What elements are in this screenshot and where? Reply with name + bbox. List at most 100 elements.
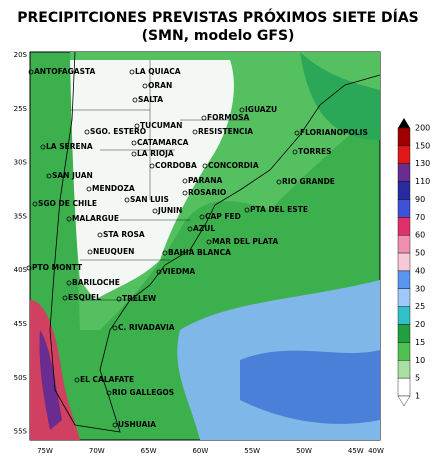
city-marker bbox=[131, 151, 137, 157]
map-area bbox=[29, 51, 381, 441]
city-label: TUCUMAN bbox=[140, 121, 182, 130]
city-marker bbox=[74, 377, 80, 383]
colorbar-box bbox=[397, 163, 411, 182]
colorbar-box bbox=[397, 181, 411, 200]
city-label: ORAN bbox=[148, 81, 172, 90]
colorbar-label: 15 bbox=[415, 338, 425, 347]
rain-ocean-heavy bbox=[240, 350, 380, 424]
city-marker bbox=[156, 269, 162, 275]
city-marker bbox=[149, 163, 155, 169]
city-marker bbox=[28, 69, 34, 75]
city-label: PTA DEL ESTE bbox=[250, 205, 308, 214]
city-label: VIEDMA bbox=[162, 267, 195, 276]
colorbar-box bbox=[397, 306, 411, 325]
city-marker bbox=[292, 149, 298, 155]
lon-label: 60W bbox=[192, 447, 208, 455]
colorbar-box bbox=[397, 288, 411, 307]
colorbar-box bbox=[397, 217, 411, 236]
colorbar-box bbox=[397, 360, 411, 379]
colorbar-label: 70 bbox=[415, 213, 425, 222]
colorbar-label: 25 bbox=[415, 302, 425, 311]
city-label: CONCORDIA bbox=[208, 161, 259, 170]
city-label: JUNIN bbox=[157, 206, 182, 215]
city-marker bbox=[46, 173, 52, 179]
city-marker bbox=[32, 201, 38, 207]
city-label: SGO. ESTERO bbox=[90, 127, 146, 136]
city-marker bbox=[84, 129, 90, 135]
axes: 20S 25S 30S 35S 40S 45S 50S 55S 75W 70W 65W 60W 55W 5… bbox=[14, 51, 384, 455]
city-label: ROSARIO bbox=[188, 188, 226, 197]
city-marker bbox=[182, 190, 188, 196]
city-label: LA SERENA bbox=[46, 142, 93, 151]
title: PRECIPITCIONES PREVISTAS PRÓXIMOS SIETE … bbox=[17, 8, 419, 26]
city-label: CATAMARCA bbox=[137, 138, 189, 147]
lat-label: 55S bbox=[14, 428, 28, 436]
city-marker bbox=[26, 265, 32, 271]
colorbar-box bbox=[397, 145, 411, 164]
colorbar-label: 130 bbox=[415, 159, 430, 168]
colorbar-label: 50 bbox=[415, 249, 425, 258]
colorbar-label: 110 bbox=[415, 177, 430, 186]
city-label: MALARGUE bbox=[72, 214, 119, 223]
city-marker bbox=[112, 325, 118, 331]
city-label: SAN JUAN bbox=[52, 171, 93, 180]
city-label: C. RIVADAVIA bbox=[118, 323, 175, 332]
city-marker bbox=[192, 129, 198, 135]
city-label: RIO GRANDE bbox=[282, 177, 335, 186]
lon-label: 70W bbox=[89, 447, 105, 455]
city-marker bbox=[201, 115, 207, 121]
colorbar: 200 150 130 110 90 70 60 50 40 30 25 20 15 10 5 1 bbox=[397, 118, 430, 407]
city-label: BARILOCHE bbox=[72, 278, 120, 287]
city-label: ANTOFAGASTA bbox=[34, 67, 96, 76]
city-label: NEUQUEN bbox=[93, 247, 134, 256]
city-label: SGO DE CHILE bbox=[38, 199, 97, 208]
city-label: CAP FED bbox=[205, 212, 241, 221]
city-marker bbox=[206, 239, 212, 245]
city-label: TORRES bbox=[298, 147, 332, 156]
colorbar-label: 60 bbox=[415, 231, 425, 240]
city-label: RIO GALLEGOS bbox=[112, 388, 174, 397]
lat-label: 25S bbox=[14, 105, 28, 113]
colorbar-label: 40 bbox=[415, 266, 425, 275]
city-label: BAHIA BLANCA bbox=[168, 248, 231, 257]
city-marker bbox=[187, 226, 193, 232]
city-marker bbox=[112, 422, 118, 428]
colorbar-cap bbox=[397, 395, 411, 407]
city-marker bbox=[244, 207, 250, 213]
city-marker bbox=[129, 69, 135, 75]
rain-brazil bbox=[300, 52, 380, 140]
lon-label: 45W bbox=[348, 447, 364, 455]
lat-label: 35S bbox=[14, 212, 28, 220]
lon-label: 50W bbox=[296, 447, 312, 455]
city-marker bbox=[124, 197, 130, 203]
colorbar-box bbox=[397, 234, 411, 254]
city-marker bbox=[66, 216, 72, 222]
city-label: FLORIANOPOLIS bbox=[300, 128, 368, 137]
city-marker bbox=[294, 130, 300, 136]
colorbar-box bbox=[397, 342, 411, 361]
rain-chile-heavy bbox=[39, 330, 62, 430]
cities: ANTOFAGASTA LA QUIACA ORAN SALTA IGUAZUFORMO… bbox=[26, 67, 368, 429]
city-label: TRELEW bbox=[122, 294, 157, 303]
city-marker bbox=[202, 163, 208, 169]
city-label: MENDOZA bbox=[92, 184, 135, 193]
city-label: EL CALAFATE bbox=[80, 375, 134, 384]
city-label: PARANA bbox=[188, 176, 222, 185]
city-label: AZUL bbox=[193, 224, 215, 233]
city-marker bbox=[132, 97, 138, 103]
lat-label: 20S bbox=[14, 51, 28, 59]
colorbar-label: 200 bbox=[415, 124, 430, 133]
city-marker bbox=[142, 83, 148, 89]
lon-label: 55W bbox=[244, 447, 260, 455]
city-label: USHUAIA bbox=[118, 420, 156, 429]
city-label: MAR DEL PLATA bbox=[212, 237, 278, 246]
lon-label: 75W bbox=[37, 447, 53, 455]
city-label: SALTA bbox=[138, 95, 163, 104]
city-label: PTO MONTT bbox=[32, 263, 83, 272]
city-label: FORMOSA bbox=[207, 113, 250, 122]
lat-label: 45S bbox=[14, 320, 28, 328]
city-marker bbox=[182, 178, 188, 184]
city-label: RESISTENCIA bbox=[198, 127, 253, 136]
city-label: ESQUEL bbox=[68, 293, 101, 302]
